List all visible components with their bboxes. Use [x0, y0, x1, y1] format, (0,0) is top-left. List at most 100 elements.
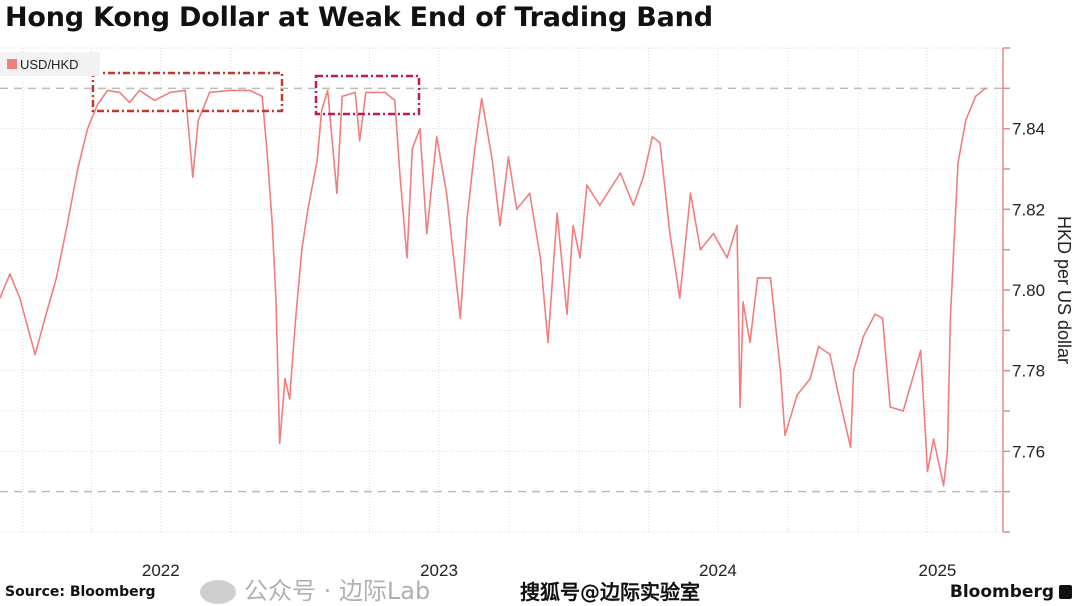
data-point	[435, 135, 438, 138]
data-point	[358, 139, 361, 142]
data-point	[261, 95, 263, 98]
data-point	[736, 224, 738, 227]
data-point	[208, 91, 211, 94]
data-point	[55, 277, 58, 279]
data-point	[128, 101, 131, 104]
data-point	[964, 119, 967, 122]
data-point	[632, 204, 635, 207]
data-point	[34, 353, 36, 356]
data-point	[384, 91, 386, 94]
data-point	[619, 172, 622, 174]
data-point	[651, 135, 654, 138]
data-point	[336, 192, 338, 194]
data-point	[642, 176, 645, 178]
data-point	[852, 369, 855, 372]
legend-swatch	[7, 59, 17, 69]
watermark-sohu: 搜狐号@边际实验室	[520, 580, 700, 604]
source-note: Source: Bloomberg	[5, 584, 156, 600]
data-point	[249, 89, 251, 92]
data-point	[106, 89, 109, 92]
data-point	[699, 248, 702, 251]
series-usd-hkd	[0, 87, 987, 487]
data-point	[507, 156, 510, 158]
x-axis: 2022 2023 2024 2025	[142, 561, 956, 580]
data-point	[288, 398, 291, 400]
data-point	[932, 438, 935, 441]
bloomberg-chart-icon	[1059, 585, 1072, 599]
data-point	[974, 95, 977, 98]
y-tick-label: 7.80	[1012, 281, 1045, 300]
x-tick-label: 2024	[699, 561, 737, 580]
data-point	[984, 87, 987, 90]
data-point	[889, 406, 892, 408]
data-point	[419, 127, 421, 130]
data-point	[836, 390, 839, 392]
x-tick-label: 2022	[142, 561, 180, 580]
data-point	[118, 91, 121, 94]
data-point	[572, 224, 574, 227]
data-point	[556, 212, 558, 215]
data-point	[547, 341, 549, 344]
legend: USD/HKD	[0, 52, 100, 76]
y-axis: 7.76 7.78 7.80 7.82 7.84	[1002, 47, 1045, 533]
y-tick-label: 7.78	[1012, 362, 1045, 381]
data-point	[320, 109, 323, 112]
bloomberg-logo: Bloomberg	[949, 582, 1054, 602]
data-point	[426, 232, 428, 235]
data-point	[229, 89, 231, 92]
y-tick-label: 7.76	[1012, 442, 1045, 461]
data-point	[881, 317, 884, 320]
x-tick-label: 2023	[420, 561, 458, 580]
data-point	[491, 160, 494, 162]
data-point	[96, 103, 99, 106]
data-point	[278, 442, 281, 445]
data-point	[138, 89, 141, 92]
data-point	[689, 192, 692, 194]
data-point	[294, 317, 297, 320]
data-point	[399, 176, 401, 178]
data-point	[949, 317, 952, 320]
data-point	[184, 89, 187, 92]
data-point	[659, 141, 661, 144]
data-point	[874, 313, 876, 316]
data-point	[919, 349, 922, 352]
data-point	[586, 184, 588, 186]
data-point	[326, 89, 329, 92]
y-tick-label: 7.84	[1012, 120, 1045, 139]
data-point	[284, 377, 286, 380]
data-point	[952, 252, 955, 255]
data-point	[942, 484, 945, 487]
gridlines	[0, 47, 1003, 533]
data-point	[862, 335, 865, 338]
data-point	[809, 377, 811, 380]
data-point	[411, 148, 414, 150]
x-tick-label: 2025	[919, 561, 957, 580]
data-point	[926, 470, 929, 473]
data-point	[19, 297, 21, 299]
data-point	[271, 220, 273, 223]
data-point	[784, 434, 786, 437]
data-point	[946, 450, 949, 453]
data-point	[499, 224, 501, 227]
data-point	[599, 204, 601, 207]
data-point	[406, 256, 408, 259]
data-point	[817, 345, 820, 348]
data-point	[316, 160, 318, 162]
data-point	[44, 317, 46, 320]
data-point	[9, 273, 11, 275]
data-point	[265, 148, 268, 150]
data-point	[957, 162, 959, 164]
data-point	[275, 297, 277, 299]
data-point	[393, 99, 396, 102]
data-point	[197, 119, 199, 122]
watermark-wechat: 公众号 · 边际Lab	[244, 577, 431, 605]
data-point	[341, 95, 344, 98]
data-point	[739, 406, 741, 408]
data-point	[669, 232, 671, 235]
data-point	[749, 341, 751, 344]
data-point	[466, 216, 469, 219]
data-point	[726, 256, 728, 259]
annotation-box-2023-peg	[314, 74, 421, 116]
data-point	[902, 410, 904, 412]
